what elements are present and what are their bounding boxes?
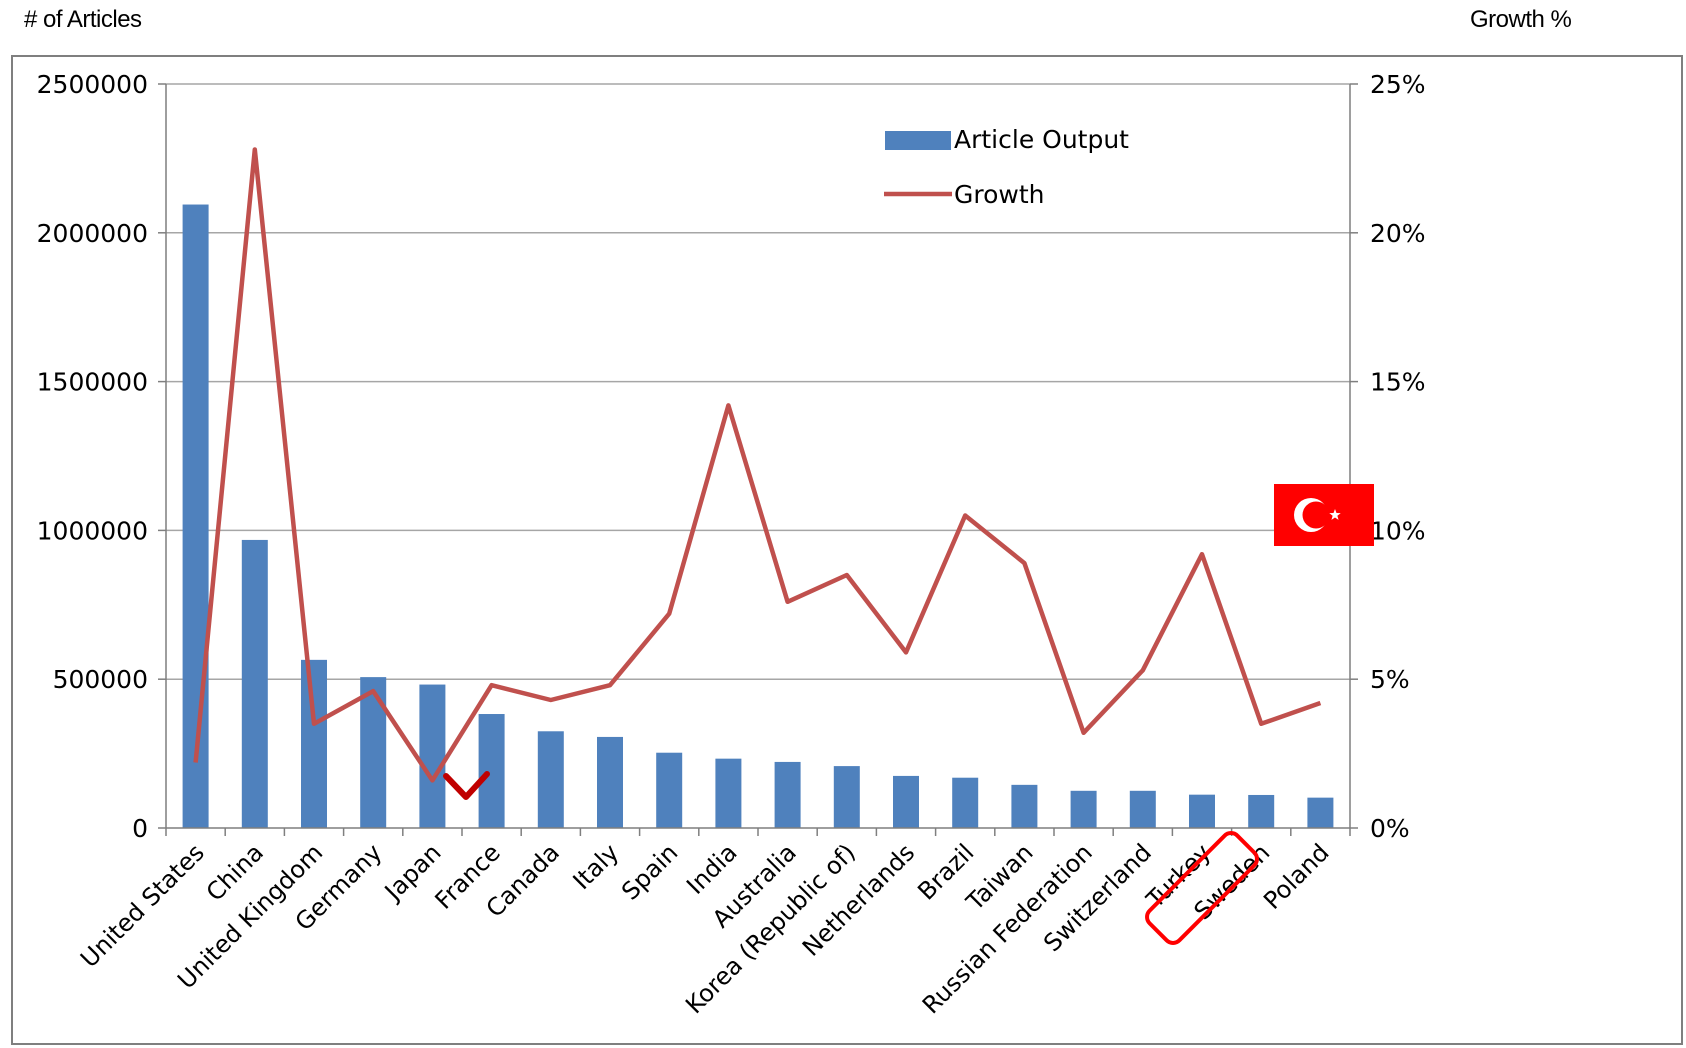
flag-star <box>1329 509 1341 520</box>
left-tick-label: 1000000 <box>37 516 148 545</box>
right-axis-unit: Growth % <box>1470 6 1572 33</box>
bar-series <box>182 204 1334 828</box>
right-axis-ticks: 0% 5% 10% 15% 20% 25% <box>1350 70 1426 843</box>
right-tick-label: 25% <box>1370 70 1426 99</box>
gridlines <box>166 83 1350 680</box>
left-tick-label: 1500000 <box>37 368 148 397</box>
bar <box>478 714 505 828</box>
annotations <box>443 484 1374 945</box>
bar <box>893 775 919 828</box>
bar <box>1189 794 1215 828</box>
legend-bar-swatch <box>885 131 951 150</box>
bar <box>774 761 801 828</box>
growth-line-series <box>193 147 1322 783</box>
right-tick-label: 5% <box>1370 665 1410 694</box>
left-axis-unit: # of Articles <box>24 6 142 33</box>
bar <box>1129 790 1156 828</box>
left-tick-label: 2500000 <box>37 70 148 99</box>
bar <box>537 731 564 828</box>
bar <box>419 684 446 828</box>
right-tick-label: 10% <box>1370 516 1426 545</box>
right-tick-label: 0% <box>1370 814 1410 843</box>
left-tick-label: 0 <box>132 814 148 843</box>
bar <box>301 659 327 828</box>
bar <box>1307 797 1334 828</box>
legend-label-article-output: Article Output <box>954 125 1129 154</box>
bar <box>656 752 683 828</box>
left-axis-ticks: 0 500000 1000000 1500000 2000000 2500000 <box>37 70 166 843</box>
right-tick-label: 20% <box>1370 219 1426 248</box>
turkey-highlight-box <box>1145 831 1259 945</box>
bar <box>952 777 979 828</box>
bar <box>1011 784 1038 828</box>
bar <box>360 677 387 828</box>
bar <box>715 758 742 828</box>
legend: Article Output Growth <box>884 125 1129 209</box>
bar <box>833 766 860 828</box>
check-mark-icon <box>443 771 490 800</box>
growth-line <box>193 147 1322 783</box>
bar <box>597 736 623 828</box>
legend-label-growth: Growth <box>954 180 1045 209</box>
left-tick-label: 500000 <box>53 665 148 694</box>
chart-frame <box>11 55 1683 1045</box>
bar <box>1070 790 1097 828</box>
bar <box>1248 794 1275 828</box>
flag-crescent-inner <box>1302 501 1330 529</box>
turkey-flag-icon <box>1274 484 1374 546</box>
bar <box>241 539 268 828</box>
left-tick-label: 2000000 <box>37 219 148 248</box>
right-tick-label: 15% <box>1370 368 1426 397</box>
bar <box>182 204 209 828</box>
